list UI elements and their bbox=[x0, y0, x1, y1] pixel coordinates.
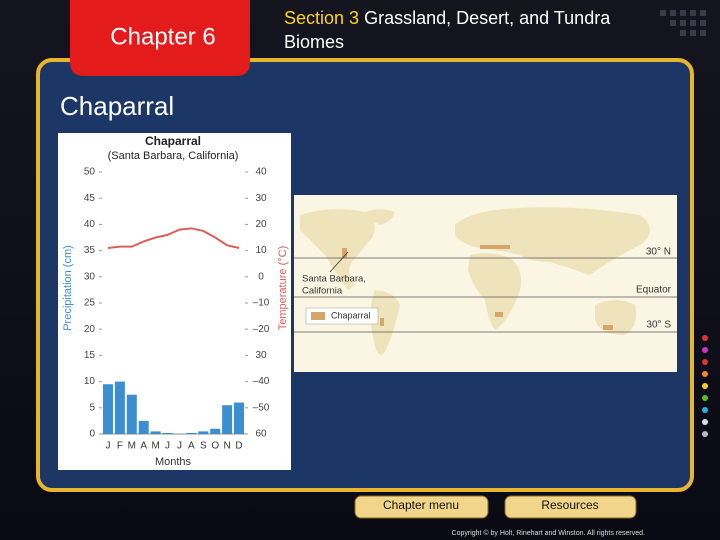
x-tick-label: F bbox=[117, 441, 123, 452]
chart-box bbox=[58, 133, 291, 470]
chart-subtitle: (Santa Barbara, California) bbox=[108, 150, 239, 162]
y-tick-label: 45 bbox=[84, 193, 96, 204]
x-tick-label: O bbox=[211, 441, 219, 452]
y-tick-label: 0 bbox=[89, 429, 95, 440]
x-tick-label: M bbox=[128, 441, 136, 452]
bar bbox=[114, 381, 125, 434]
x-tick-label: S bbox=[200, 441, 207, 452]
bar bbox=[126, 394, 137, 434]
latitude-label: 30° N bbox=[646, 247, 671, 258]
map-legend-label: Chaparral bbox=[331, 310, 371, 320]
section-heading: Section 3 Grassland, Desert, and Tundra … bbox=[284, 6, 614, 54]
y2-tick-label: 40 bbox=[255, 167, 267, 178]
map-location-label: Santa Barbara, bbox=[302, 274, 366, 285]
bar bbox=[186, 432, 197, 434]
bar bbox=[150, 431, 161, 434]
x-tick-label: N bbox=[224, 441, 231, 452]
bar bbox=[138, 420, 149, 434]
x-tick-label: J bbox=[105, 441, 110, 452]
bar bbox=[234, 402, 245, 434]
section-title: Grassland, Desert, and Tundra Biomes bbox=[284, 8, 611, 52]
y2-tick-label: 0 bbox=[258, 271, 264, 282]
copyright: Copyright © by Holt, Rinehart and Winsto… bbox=[452, 529, 646, 537]
bar bbox=[102, 384, 113, 434]
y2-tick-label: –50 bbox=[253, 402, 270, 413]
y-tick-label: 5 bbox=[89, 402, 95, 413]
y-tick-label: 15 bbox=[84, 350, 96, 361]
y2-tick-label: 30 bbox=[255, 350, 267, 361]
slide-title: Chaparral bbox=[60, 91, 174, 121]
section-label: Section 3 bbox=[284, 8, 360, 28]
y-tick-label: 10 bbox=[84, 376, 96, 387]
x-axis-label: Months bbox=[155, 456, 192, 468]
y-tick-label: 50 bbox=[84, 167, 96, 178]
bar bbox=[198, 431, 209, 434]
bar bbox=[162, 432, 173, 434]
x-tick-label: J bbox=[177, 441, 182, 452]
bar bbox=[222, 405, 233, 434]
y-tick-label: 40 bbox=[84, 219, 96, 230]
button-label[interactable]: Chapter menu bbox=[383, 498, 459, 512]
resources-button[interactable] bbox=[504, 495, 637, 519]
y2-tick-label: –20 bbox=[253, 324, 270, 335]
y-tick-label: 20 bbox=[84, 324, 96, 335]
chart-title: Chaparral bbox=[145, 134, 201, 148]
chapter-tab bbox=[70, 0, 250, 76]
side-dots bbox=[702, 335, 708, 437]
bar bbox=[210, 428, 221, 434]
x-tick-label: A bbox=[188, 441, 195, 452]
y-tick-label: 25 bbox=[84, 298, 96, 309]
climatograph: Chaparral (Santa Barbara, California) Mont… bbox=[62, 134, 289, 468]
temperature-line bbox=[107, 227, 240, 249]
latitude-label: 30° S bbox=[646, 320, 671, 331]
y2-tick-label: –40 bbox=[253, 376, 270, 387]
x-tick-label: J bbox=[165, 441, 170, 452]
y-tick-label: 35 bbox=[84, 245, 96, 256]
chapter-label: Chapter 6 bbox=[110, 23, 215, 50]
button-label[interactable]: Resources bbox=[541, 498, 598, 512]
y2-tick-label: 10 bbox=[255, 245, 267, 256]
y-axis-label: Precipitation (cm) bbox=[62, 245, 74, 331]
y2-axis-label: Temperature (°C) bbox=[277, 246, 289, 330]
x-tick-label: D bbox=[235, 441, 242, 452]
x-tick-label: A bbox=[140, 441, 147, 452]
y2-tick-label: 60 bbox=[255, 429, 267, 440]
y2-tick-label: 30 bbox=[255, 193, 267, 204]
y2-tick-label: –10 bbox=[253, 298, 270, 309]
latitude-label: Equator bbox=[636, 285, 672, 296]
world-map bbox=[294, 195, 677, 372]
y2-tick-label: 20 bbox=[255, 219, 267, 230]
chapter-menu-button[interactable] bbox=[354, 495, 489, 519]
x-tick-label: M bbox=[151, 441, 159, 452]
decoration bbox=[660, 10, 706, 36]
y-tick-label: 30 bbox=[84, 271, 96, 282]
map-location-label: California bbox=[302, 286, 343, 297]
